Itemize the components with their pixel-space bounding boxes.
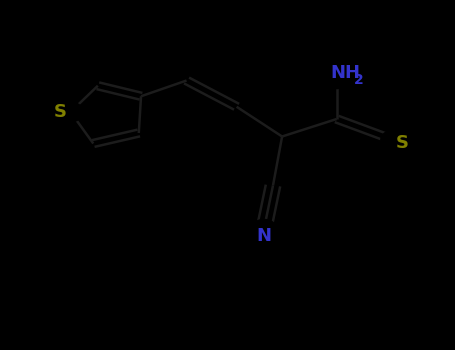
Circle shape	[58, 102, 83, 122]
Circle shape	[251, 219, 277, 239]
Text: S: S	[396, 134, 409, 152]
Circle shape	[381, 130, 406, 150]
Text: S: S	[54, 103, 67, 121]
Text: N: N	[257, 226, 271, 245]
Text: NH: NH	[331, 64, 361, 83]
Circle shape	[324, 69, 349, 89]
Text: 2: 2	[354, 73, 364, 87]
